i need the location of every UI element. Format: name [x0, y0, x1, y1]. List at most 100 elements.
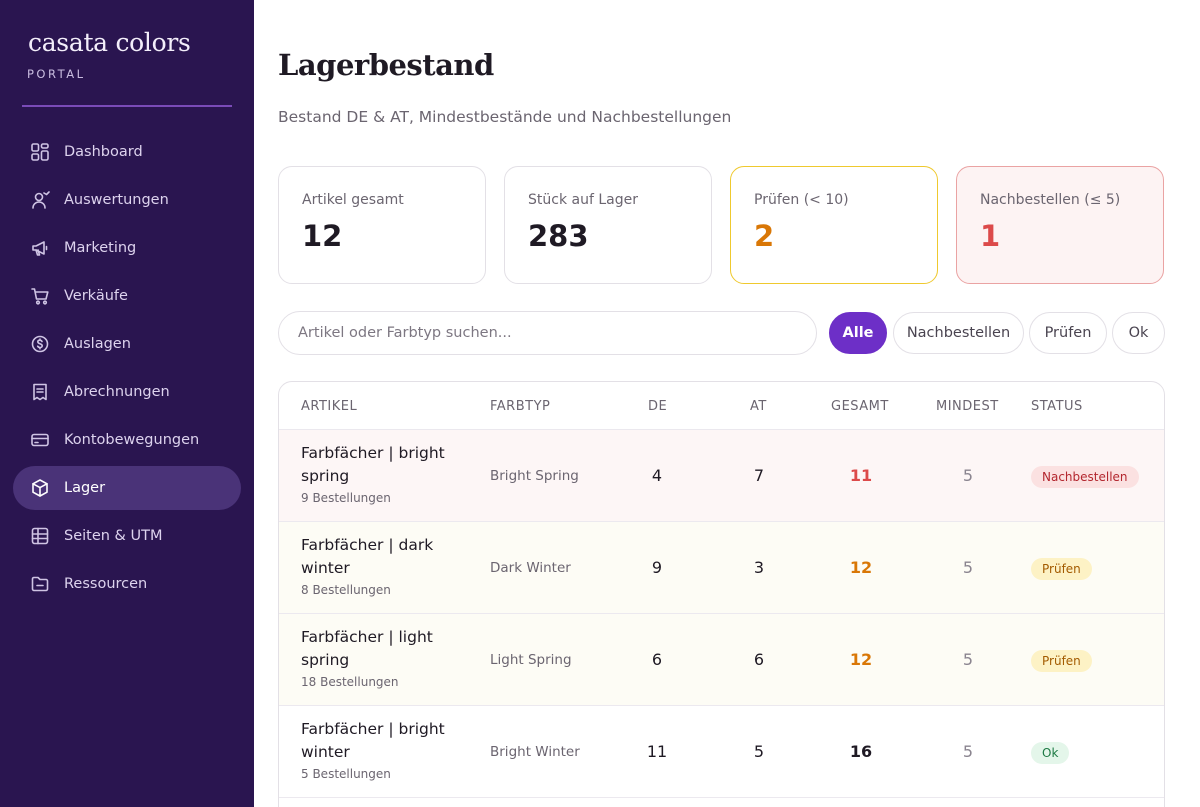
sidebar-item-seiten-utm[interactable]: Seiten & UTM — [13, 514, 241, 558]
cell-de: 9 — [651, 558, 663, 577]
cell-farbtyp: Dark Winter — [490, 560, 571, 576]
sidebar-item-label: Lager — [64, 480, 106, 496]
table-row[interactable]: Farbfächer | light spring 18 Bestellunge… — [279, 614, 1164, 706]
filter-pruefen-button[interactable]: Prüfen — [1029, 312, 1107, 354]
page-subtitle: Bestand DE & AT, Mindestbestände und Nac… — [278, 108, 732, 126]
card-icon — [30, 430, 50, 450]
inventory-table: ARTIKEL FARBTYP DE AT GESAMT MINDEST STA… — [278, 381, 1165, 807]
cell-de: 6 — [651, 650, 663, 669]
stat-value: 1 — [980, 219, 1001, 253]
sidebar-item-label: Dashboard — [64, 144, 143, 160]
cell-farbtyp: Light Spring — [490, 652, 572, 668]
cell-bestellungen: 18 Bestellungen — [301, 675, 399, 689]
filter-ok-button[interactable]: Ok — [1112, 312, 1165, 354]
sidebar-item-lager[interactable]: Lager — [13, 466, 241, 510]
cell-mindest: 5 — [962, 466, 974, 485]
sidebar-item-label: Seiten & UTM — [64, 528, 163, 544]
box-icon — [30, 478, 50, 498]
cell-bestellungen: 9 Bestellungen — [301, 491, 391, 505]
stat-label: Nachbestellen (≤ 5) — [980, 192, 1121, 208]
folder-icon — [30, 574, 50, 594]
sidebar-nav: Dashboard Auswertungen Marketing Verkäuf… — [13, 130, 241, 610]
sidebar-item-marketing[interactable]: Marketing — [13, 226, 241, 270]
cell-de: 11 — [646, 742, 668, 761]
table-row[interactable]: Farbfächer | bright winter 5 Bestellunge… — [279, 706, 1164, 798]
filter-alle-button[interactable]: Alle — [829, 312, 887, 354]
column-header-at[interactable]: AT — [750, 399, 767, 414]
cart-icon — [30, 286, 50, 306]
cell-farbtyp: Bright Spring — [490, 468, 579, 484]
cell-mindest: 5 — [962, 742, 974, 761]
table-row[interactable]: Farbfächer | dark winter 8 Bestellungen … — [279, 522, 1164, 614]
sidebar-item-label: Ressourcen — [64, 576, 148, 592]
column-header-status[interactable]: STATUS — [1031, 399, 1083, 414]
sidebar: casata colors PORTAL Dashboard Auswertun… — [0, 0, 254, 807]
cell-farbtyp: Bright Winter — [490, 744, 580, 760]
main-content: Lagerbestand Bestand DE & AT, Mindestbes… — [254, 0, 1200, 807]
cell-gesamt: 12 — [849, 650, 873, 669]
stat-card-artikel-gesamt: Artikel gesamt 12 — [278, 166, 486, 284]
status-badge: Prüfen — [1031, 558, 1092, 580]
filter-nachbestellen-button[interactable]: Nachbestellen — [893, 312, 1024, 354]
status-badge: Nachbestellen — [1031, 466, 1139, 488]
cell-at: 5 — [753, 742, 765, 761]
table-header: ARTIKEL FARBTYP DE AT GESAMT MINDEST STA… — [279, 382, 1164, 430]
brand-subtitle: PORTAL — [27, 67, 86, 81]
cell-artikel: Farbfächer | bright winter — [301, 720, 445, 761]
cell-gesamt: 12 — [849, 558, 873, 577]
column-header-artikel[interactable]: ARTIKEL — [301, 399, 358, 414]
sidebar-item-auslagen[interactable]: Auslagen — [13, 322, 241, 366]
search-input[interactable]: Artikel oder Farbtyp suchen... — [278, 311, 817, 355]
sidebar-item-label: Marketing — [64, 240, 137, 256]
column-header-de[interactable]: DE — [648, 399, 668, 414]
sidebar-item-label: Verkäufe — [64, 288, 128, 304]
column-header-mindest[interactable]: MINDEST — [936, 399, 999, 414]
status-badge: Prüfen — [1031, 650, 1092, 672]
stat-value: 12 — [302, 219, 343, 253]
cell-gesamt: 11 — [849, 466, 873, 485]
stat-label: Artikel gesamt — [302, 192, 404, 208]
sidebar-item-verkaeufe[interactable]: Verkäufe — [13, 274, 241, 318]
column-header-farbtyp[interactable]: FARBTYP — [490, 399, 551, 414]
stat-value: 2 — [754, 219, 775, 253]
sidebar-item-abrechnungen[interactable]: Abrechnungen — [13, 370, 241, 414]
cell-gesamt: 16 — [849, 742, 873, 761]
sidebar-item-label: Abrechnungen — [64, 384, 170, 400]
sidebar-item-label: Auswertungen — [64, 192, 169, 208]
analytics-icon — [30, 190, 50, 210]
cell-mindest: 5 — [962, 650, 974, 669]
cell-artikel: Farbfächer | light spring — [301, 628, 433, 669]
cell-de: 4 — [651, 466, 663, 485]
cell-artikel: Farbfächer | dark winter — [301, 536, 434, 577]
receipt-icon — [30, 382, 50, 402]
sidebar-item-auswertungen[interactable]: Auswertungen — [13, 178, 241, 222]
sidebar-item-label: Kontobewegungen — [64, 432, 200, 448]
coin-icon — [30, 334, 50, 354]
sidebar-item-label: Auslagen — [64, 336, 131, 352]
cell-at: 6 — [753, 650, 765, 669]
table-row[interactable]: Farbfächer | bright spring 9 Bestellunge… — [279, 430, 1164, 522]
stat-card-pruefen: Prüfen (< 10) 2 — [730, 166, 938, 284]
stat-label: Stück auf Lager — [528, 192, 638, 208]
stat-value: 283 — [528, 219, 589, 253]
sidebar-item-dashboard[interactable]: Dashboard — [13, 130, 241, 174]
cell-at: 3 — [753, 558, 765, 577]
cell-bestellungen: 5 Bestellungen — [301, 767, 391, 781]
cell-mindest: 5 — [962, 558, 974, 577]
status-badge: Ok — [1031, 742, 1070, 764]
sidebar-item-kontobewegungen[interactable]: Kontobewegungen — [13, 418, 241, 462]
dashboard-icon — [30, 142, 50, 162]
cell-bestellungen: 8 Bestellungen — [301, 583, 391, 597]
stat-card-nachbestellen: Nachbestellen (≤ 5) 1 — [956, 166, 1164, 284]
stat-label: Prüfen (< 10) — [754, 192, 849, 208]
cell-artikel: Farbfächer | bright spring — [301, 444, 445, 485]
brand-logo[interactable]: casata colors — [28, 28, 191, 57]
cell-at: 7 — [753, 466, 765, 485]
column-header-gesamt[interactable]: GESAMT — [831, 399, 889, 414]
page-title: Lagerbestand — [278, 48, 494, 82]
sidebar-divider — [22, 105, 232, 107]
table-icon — [30, 526, 50, 546]
stat-card-stueck-auf-lager: Stück auf Lager 283 — [504, 166, 712, 284]
megaphone-icon — [30, 238, 50, 258]
sidebar-item-ressourcen[interactable]: Ressourcen — [13, 562, 241, 606]
